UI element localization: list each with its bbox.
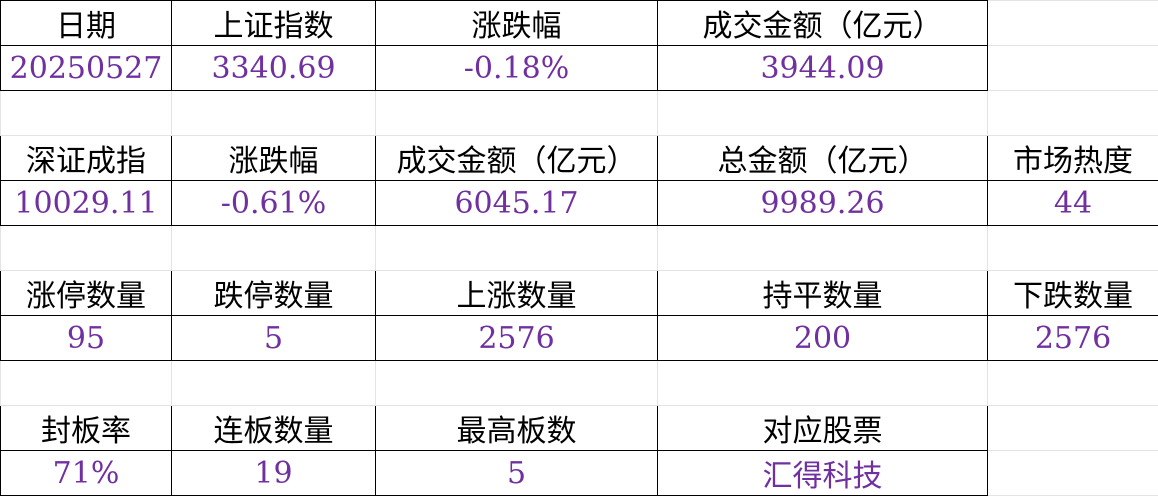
header-cell[interactable]: 成交金额（亿元） <box>657 0 988 46</box>
header-cell[interactable]: 跌停数量 <box>171 270 376 316</box>
header-row: 涨停数量 跌停数量 上涨数量 持平数量 下跌数量 <box>0 270 1158 316</box>
header-cell[interactable]: 涨跌幅 <box>171 135 376 181</box>
header-cell[interactable]: 市场热度 <box>987 135 1158 181</box>
header-cell[interactable]: 总金额（亿元） <box>657 135 988 181</box>
header-cell[interactable]: 日期 <box>0 0 172 46</box>
value-row: 10029.11 -0.61% 6045.17 9989.26 44 <box>0 180 1158 226</box>
value-cell[interactable]: -0.18% <box>375 45 658 91</box>
header-cell[interactable]: 持平数量 <box>657 270 988 316</box>
header-cell[interactable]: 深证成指 <box>0 135 172 181</box>
empty-cell[interactable] <box>657 90 988 136</box>
header-row: 封板率 连板数量 最高板数 对应股票 <box>0 405 1158 451</box>
value-cell[interactable]: 2576 <box>375 315 658 361</box>
value-cell[interactable]: 10029.11 <box>0 180 172 226</box>
header-row: 日期 上证指数 涨跌幅 成交金额（亿元） <box>0 0 1158 46</box>
header-cell[interactable]: 成交金额（亿元） <box>375 135 658 181</box>
empty-cell[interactable] <box>987 45 1158 91</box>
value-cell[interactable]: 20250527 <box>0 45 172 91</box>
empty-cell[interactable] <box>375 90 658 136</box>
empty-cell[interactable] <box>657 360 988 406</box>
value-cell[interactable]: 3944.09 <box>657 45 988 91</box>
empty-cell[interactable] <box>171 360 376 406</box>
spacer-row <box>0 360 1158 406</box>
value-cell[interactable]: 9989.26 <box>657 180 988 226</box>
header-cell[interactable]: 涨停数量 <box>0 270 172 316</box>
value-cell[interactable]: 44 <box>987 180 1158 226</box>
empty-cell[interactable] <box>375 360 658 406</box>
empty-cell[interactable] <box>0 90 172 136</box>
empty-cell[interactable] <box>987 0 1158 46</box>
value-cell[interactable]: 71% <box>0 450 172 496</box>
spacer-row <box>0 90 1158 136</box>
empty-cell[interactable] <box>171 225 376 271</box>
value-cell[interactable]: 2576 <box>987 315 1158 361</box>
value-cell[interactable]: 5 <box>171 315 376 361</box>
header-cell[interactable]: 连板数量 <box>171 405 376 451</box>
header-cell[interactable]: 上证指数 <box>171 0 376 46</box>
empty-cell[interactable] <box>987 450 1158 496</box>
value-cell[interactable]: 5 <box>375 450 658 496</box>
header-cell[interactable]: 上涨数量 <box>375 270 658 316</box>
header-cell[interactable]: 封板率 <box>0 405 172 451</box>
value-cell[interactable]: 3340.69 <box>171 45 376 91</box>
spacer-row <box>0 225 1158 271</box>
value-cell[interactable]: 6045.17 <box>375 180 658 226</box>
header-cell[interactable]: 最高板数 <box>375 405 658 451</box>
value-cell[interactable]: 19 <box>171 450 376 496</box>
value-cell[interactable]: -0.61% <box>171 180 376 226</box>
empty-cell[interactable] <box>987 360 1158 406</box>
header-cell[interactable]: 对应股票 <box>657 405 988 451</box>
empty-cell[interactable] <box>0 360 172 406</box>
value-cell[interactable]: 200 <box>657 315 988 361</box>
header-cell[interactable]: 涨跌幅 <box>375 0 658 46</box>
empty-cell[interactable] <box>657 225 988 271</box>
empty-cell[interactable] <box>0 225 172 271</box>
value-row: 95 5 2576 200 2576 <box>0 315 1158 361</box>
value-row: 20250527 3340.69 -0.18% 3944.09 <box>0 45 1158 91</box>
empty-cell[interactable] <box>171 90 376 136</box>
empty-cell[interactable] <box>987 90 1158 136</box>
value-cell[interactable]: 95 <box>0 315 172 361</box>
header-row: 深证成指 涨跌幅 成交金额（亿元） 总金额（亿元） 市场热度 <box>0 135 1158 181</box>
empty-cell[interactable] <box>987 225 1158 271</box>
empty-cell[interactable] <box>987 405 1158 451</box>
empty-cell[interactable] <box>375 225 658 271</box>
value-row: 71% 19 5 汇得科技 <box>0 450 1158 496</box>
header-cell[interactable]: 下跌数量 <box>987 270 1158 316</box>
value-cell[interactable]: 汇得科技 <box>657 450 988 496</box>
